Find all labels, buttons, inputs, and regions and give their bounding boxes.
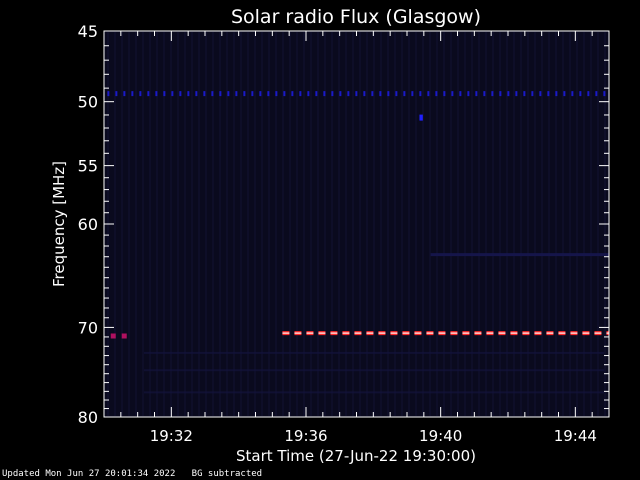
texture-streak bbox=[450, 32, 452, 416]
texture-streak bbox=[254, 32, 256, 416]
texture-streak bbox=[135, 32, 137, 416]
texture-streak bbox=[366, 32, 368, 416]
texture-streak bbox=[394, 32, 396, 416]
texture-streak bbox=[492, 32, 494, 416]
texture-streak bbox=[149, 32, 151, 416]
texture-streak bbox=[576, 32, 578, 416]
texture-streak bbox=[478, 32, 480, 416]
texture-streak bbox=[352, 32, 354, 416]
texture-streak bbox=[569, 32, 571, 416]
texture-streak bbox=[429, 32, 431, 416]
updated-timestamp: Updated Mon Jun 27 20:01:34 2022 bbox=[2, 469, 176, 479]
x-tick-label: 19:36 bbox=[284, 427, 327, 445]
texture-streak bbox=[177, 32, 179, 416]
texture-streak bbox=[583, 32, 585, 416]
y-tick-label: 45 bbox=[78, 22, 98, 41]
texture-streak bbox=[422, 32, 424, 416]
texture-streak bbox=[387, 32, 389, 416]
x-axis: 19:32 19:36 19:40 19:44 bbox=[103, 31, 610, 445]
texture-streak bbox=[296, 32, 298, 416]
texture-streak bbox=[506, 32, 508, 416]
y-tick-label: 50 bbox=[78, 93, 98, 112]
texture-streak bbox=[114, 32, 116, 416]
texture-streak bbox=[471, 32, 473, 416]
texture-streak bbox=[170, 32, 172, 416]
texture-streak bbox=[261, 32, 263, 416]
texture-streak bbox=[457, 32, 459, 416]
texture-streak bbox=[443, 32, 445, 416]
y-tick-label: 80 bbox=[78, 408, 98, 427]
y-tick-label: 60 bbox=[78, 215, 98, 234]
texture-streak bbox=[289, 32, 291, 416]
texture-streak bbox=[324, 32, 326, 416]
texture-band bbox=[144, 369, 604, 372]
texture-streak bbox=[499, 32, 501, 416]
texture-streak bbox=[191, 32, 193, 416]
texture-streak bbox=[331, 32, 333, 416]
texture-streak bbox=[268, 32, 270, 416]
texture-streak bbox=[282, 32, 284, 416]
texture-streak bbox=[198, 32, 200, 416]
x-axis-label: Start Time (27-Jun-22 19:30:00) bbox=[236, 447, 476, 465]
texture-streak bbox=[275, 32, 277, 416]
emission-features bbox=[107, 91, 609, 339]
x-tick-label: 19:40 bbox=[419, 427, 462, 445]
texture-streak bbox=[436, 32, 438, 416]
texture-streak bbox=[247, 32, 249, 416]
texture-streak bbox=[464, 32, 466, 416]
y-axis-label: Frequency [MHz] bbox=[50, 161, 68, 287]
texture-streak bbox=[128, 32, 130, 416]
texture-streak bbox=[184, 32, 186, 416]
plot-background bbox=[104, 31, 609, 417]
y-tick-label: 55 bbox=[78, 157, 98, 176]
texture-streak bbox=[520, 32, 522, 416]
texture-band bbox=[144, 391, 604, 394]
texture-streak bbox=[401, 32, 403, 416]
x-tick-label: 19:44 bbox=[554, 427, 597, 445]
texture-streak bbox=[212, 32, 214, 416]
texture-streak bbox=[373, 32, 375, 416]
feature-mark bbox=[419, 114, 423, 121]
texture-streak bbox=[513, 32, 515, 416]
texture-streak bbox=[156, 32, 158, 416]
texture-streak bbox=[219, 32, 221, 416]
texture-streak bbox=[534, 32, 536, 416]
texture-streak bbox=[121, 32, 123, 416]
texture-streak bbox=[590, 32, 592, 416]
texture-streak bbox=[303, 32, 305, 416]
texture-streak bbox=[226, 32, 228, 416]
bg-subtracted-note: BG subtracted bbox=[191, 469, 263, 479]
texture-streak bbox=[415, 32, 417, 416]
y-tick-label: 70 bbox=[78, 318, 98, 337]
texture-streak bbox=[408, 32, 410, 416]
x-tick-label: 19:32 bbox=[150, 427, 193, 445]
texture-band bbox=[144, 351, 604, 354]
texture-streak bbox=[359, 32, 361, 416]
texture-streak bbox=[380, 32, 382, 416]
texture-streak bbox=[163, 32, 165, 416]
spectrogram-texture bbox=[107, 32, 606, 416]
texture-streak bbox=[317, 32, 319, 416]
texture-streak bbox=[597, 32, 599, 416]
texture-streak bbox=[548, 32, 550, 416]
chart-title: Solar radio Flux (Glasgow) bbox=[231, 6, 481, 28]
texture-streak bbox=[142, 32, 144, 416]
texture-streak bbox=[562, 32, 564, 416]
texture-streak bbox=[240, 32, 242, 416]
texture-streak bbox=[555, 32, 557, 416]
texture-streak bbox=[233, 32, 235, 416]
y-axis: 45 50 55 60 70 80 bbox=[78, 22, 609, 427]
texture-streak bbox=[345, 32, 347, 416]
footer: Updated Mon Jun 27 20:01:34 2022 BG subt… bbox=[2, 468, 262, 480]
texture-streak bbox=[527, 32, 529, 416]
texture-streak bbox=[541, 32, 543, 416]
texture-streak bbox=[338, 32, 340, 416]
texture-streak bbox=[485, 32, 487, 416]
texture-streak bbox=[310, 32, 312, 416]
texture-streak bbox=[205, 32, 207, 416]
